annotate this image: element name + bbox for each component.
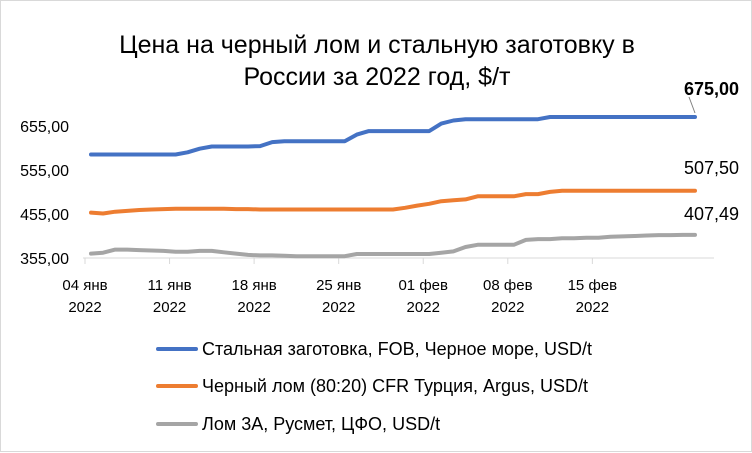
end-labels: 675,00 507,50 407,49 [684,79,739,224]
x-tick-label-year: 2022 [153,299,186,316]
series-line-3 [89,232,697,259]
x-tick-label-year: 2022 [322,299,355,316]
series-line-2 [89,188,697,216]
x-tick-label-year: 2022 [491,299,524,316]
legend-label-1: Стальная заготовка, FOB, Черное море, US… [202,339,592,359]
x-tick-label-year: 2022 [407,299,440,316]
x-tick-label-year: 2022 [576,299,609,316]
legend-label-2: Черный лом (80:20) CFR Турция, Argus, US… [202,376,588,396]
x-tick-label-date: 04 янв [62,277,107,294]
y-tick-label: 555,00 [20,163,69,180]
end-value-label-2: 507,50 [684,158,739,178]
chart-title-line-2: России за 2022 год, $/т [244,63,511,91]
y-axis-ticks: 355,00 455,00 555,00 655,00 [20,119,69,268]
y-tick-label: 455,00 [20,207,69,224]
end-label-leader [688,96,696,114]
series-line-1 [89,115,697,157]
x-tick-label-year: 2022 [68,299,101,316]
x-tick-label-date: 25 янв [316,277,361,294]
x-tick-label-date: 01 фев [398,277,448,294]
x-tick-label-date: 18 янв [232,277,277,294]
chart-title-line-1: Цена на черный лом и стальную заготовку … [119,31,635,59]
legend-label-3: Лом 3А, Русмет, ЦФО, USD/t [202,414,440,434]
end-value-label-1: 675,00 [684,79,739,99]
series-lines [89,115,697,259]
end-value-label-3: 407,49 [684,204,739,224]
x-tick-label-date: 11 янв [147,277,191,294]
x-axis: 04 янв 2022 11 янв 2022 18 янв 2022 25 янв 2022… [62,257,714,316]
x-tick-label-date: 15 фев [568,277,618,294]
y-tick-label: 655,00 [20,119,69,136]
y-tick-label: 355,00 [20,251,69,268]
x-tick-label-year: 2022 [237,299,270,316]
legend: Стальная заготовка, FOB, Черное море, US… [156,339,592,434]
x-tick-label-date: 08 фев [483,277,533,294]
